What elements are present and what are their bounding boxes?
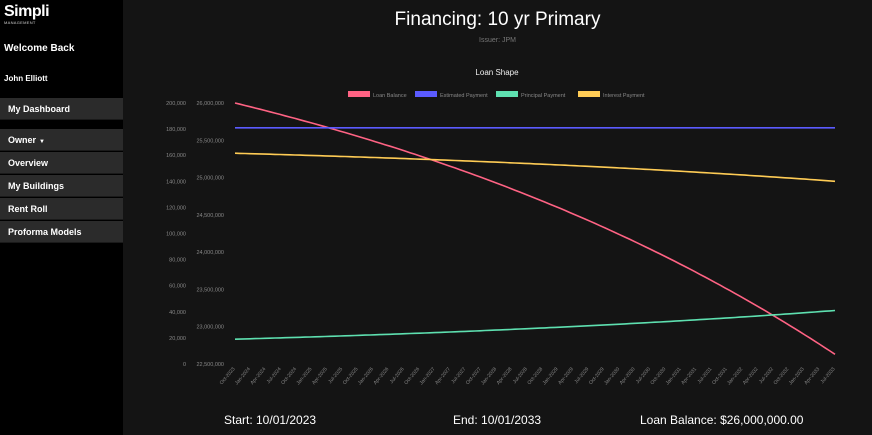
legend-swatch — [415, 91, 437, 97]
legend-swatch — [348, 91, 370, 97]
logo[interactable]: Simpli MANAGEMENT — [4, 3, 50, 26]
logo-subtext: MANAGEMENT — [4, 20, 36, 25]
end-date: End: 10/01/2033 — [453, 413, 542, 427]
legend-swatch — [578, 91, 600, 97]
legend-swatch — [496, 91, 518, 97]
logo-text: Simpli — [4, 3, 50, 20]
y-left-tick-label: 180,000 — [166, 127, 186, 133]
user-name: John Elliott — [4, 74, 48, 83]
series-line-interest-payment — [234, 152, 836, 183]
y-right-tick-label: 22,500,000 — [196, 362, 224, 368]
y-left-tick-label: 40,000 — [169, 310, 186, 316]
x-tick-label: Apr-2024 — [249, 366, 267, 386]
y-right-tick-label: 23,500,000 — [196, 287, 224, 293]
y-left-tick-label: 20,000 — [169, 336, 186, 342]
y-right-tick-label: 25,500,000 — [196, 138, 224, 144]
y-left-tick-label: 100,000 — [166, 232, 186, 238]
x-tick-label: Apr-2031 — [680, 366, 698, 386]
loan-shape-chart: Loan Shape Loan Balance Estimated Payment P… — [166, 68, 837, 386]
y-left-tick-label: 60,000 — [169, 284, 186, 290]
issuer-text: Issuer: JPM — [479, 37, 516, 44]
legend-label: Estimated Payment — [440, 93, 488, 99]
x-tick-label: Apr-2028 — [496, 366, 514, 386]
series-line-loan-balance — [234, 102, 836, 355]
y-left-tick-label: 80,000 — [169, 258, 186, 264]
sidebar: Simpli MANAGEMENT Welcome Back John Elli… — [0, 0, 123, 435]
nav-my-dashboard[interactable]: My Dashboard — [0, 98, 123, 120]
nav-my-buildings[interactable]: My Buildings — [0, 175, 123, 197]
main-content: Financing: 10 yr Primary Issuer: JPM Loa… — [123, 0, 872, 435]
x-tick-label: Jul-2033 — [820, 366, 837, 385]
x-tick-label: Apr-2025 — [311, 366, 329, 386]
page-title: Financing: 10 yr Primary — [394, 9, 601, 30]
nav-rent-roll[interactable]: Rent Roll — [0, 198, 123, 220]
series-line-principal-payment — [234, 309, 836, 340]
caret-down-icon: ▼ — [39, 139, 45, 145]
y-left-tick-label: 140,000 — [166, 179, 186, 185]
legend-label: Loan Balance — [373, 93, 407, 99]
x-tick-label: Apr-2032 — [742, 366, 760, 386]
y-right-tick-label: 26,000,000 — [196, 101, 224, 107]
legend-label: Interest Payment — [603, 93, 645, 99]
y-right-tick-label: 24,000,000 — [196, 250, 224, 256]
y-left-tick-label: 200,000 — [166, 101, 186, 107]
y-right-tick-label: 23,000,000 — [196, 325, 224, 331]
loan-balance: Loan Balance: $26,000,000.00 — [640, 413, 804, 427]
x-tick-label: Apr-2029 — [557, 366, 575, 386]
start-date: Start: 10/01/2023 — [224, 413, 317, 427]
x-tick-label: Apr-2030 — [619, 366, 637, 386]
y-right-tick-label: 24,500,000 — [196, 213, 224, 219]
y-left-tick-label: 120,000 — [166, 205, 186, 211]
x-tick-label: Apr-2026 — [373, 366, 391, 386]
nav-overview[interactable]: Overview — [0, 152, 123, 174]
welcome-text: Welcome Back — [4, 43, 75, 54]
x-tick-label: Apr-2027 — [434, 366, 452, 386]
legend-label: Principal Payment — [521, 93, 566, 99]
x-tick-label: Apr-2033 — [803, 366, 821, 386]
nav-proforma-models[interactable]: Proforma Models — [0, 221, 123, 243]
y-left-tick-label: 160,000 — [166, 153, 186, 159]
chart-title: Loan Shape — [475, 68, 519, 77]
owner-label: Owner — [8, 135, 37, 145]
y-left-tick-label: 0 — [183, 362, 186, 368]
y-right-tick-label: 25,000,000 — [196, 176, 224, 182]
nav-owner-dropdown[interactable]: Owner ▼ — [0, 129, 123, 151]
